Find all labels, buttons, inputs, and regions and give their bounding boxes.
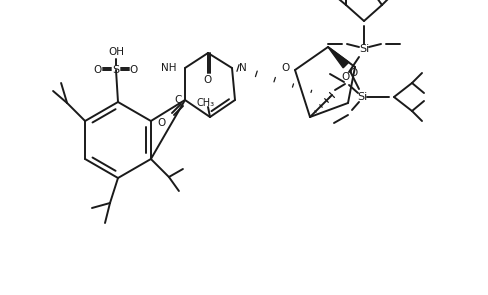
- Text: O: O: [348, 68, 356, 78]
- Text: O: O: [281, 63, 289, 73]
- Text: S: S: [112, 65, 120, 75]
- Text: Si: Si: [356, 92, 366, 102]
- Text: O: O: [203, 75, 212, 85]
- Text: C: C: [174, 95, 182, 105]
- Text: OH: OH: [108, 47, 124, 57]
- Text: O: O: [130, 65, 138, 75]
- Text: O: O: [341, 72, 349, 82]
- Text: O: O: [94, 65, 102, 75]
- Text: NH: NH: [161, 63, 177, 73]
- Polygon shape: [327, 47, 348, 68]
- Text: CH₃: CH₃: [197, 98, 215, 108]
- Text: Si: Si: [358, 44, 368, 54]
- Text: O: O: [158, 118, 166, 128]
- Text: N: N: [239, 63, 246, 73]
